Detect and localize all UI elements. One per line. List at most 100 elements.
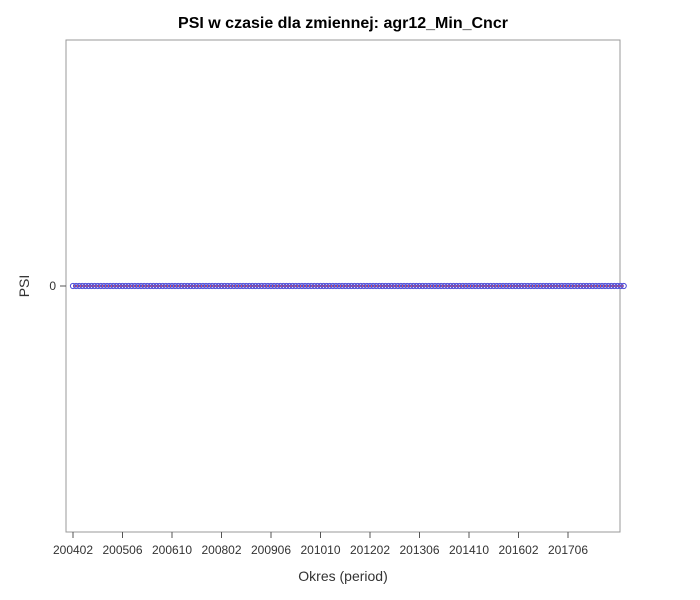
psi-data-point [218, 282, 225, 290]
psi-data-point [475, 282, 482, 290]
psi-data-point [107, 282, 114, 290]
psi-data-point [255, 282, 262, 290]
psi-data-point [540, 282, 547, 290]
psi-data-point [552, 282, 559, 290]
psi-data-point [100, 282, 108, 290]
psi-data-point [530, 282, 538, 290]
psi-data-point [240, 282, 247, 290]
psi-data-point [258, 282, 265, 290]
psi-data-point [574, 282, 581, 290]
psi-data-point [620, 282, 627, 290]
psi-data-point [165, 282, 173, 290]
psi-data-point [533, 282, 541, 290]
psi-data-point [190, 282, 197, 290]
psi-data-point [227, 282, 234, 290]
psi-data-point [400, 282, 408, 290]
psi-data-point [382, 282, 389, 290]
psi-data-point [69, 282, 77, 290]
psi-data-point [360, 282, 367, 290]
psi-data-point [419, 282, 426, 290]
psi-data-point [178, 282, 185, 290]
psi-data-point [521, 282, 528, 290]
psi-data-point [484, 282, 491, 290]
psi-data-point [280, 282, 287, 290]
psi-data-point [252, 282, 259, 290]
x-tick-label: 200802 [201, 543, 241, 557]
psi-data-point [577, 282, 584, 290]
psi-data-point [407, 282, 414, 290]
psi-data-point [543, 282, 550, 290]
psi-data-point [357, 282, 364, 290]
psi-data-point [487, 282, 494, 290]
psi-data-point [524, 282, 531, 290]
psi-data-point [481, 282, 488, 290]
x-tick-label: 201010 [300, 543, 340, 557]
psi-data-point [441, 282, 448, 290]
psi-data-point [131, 282, 138, 290]
psi-data-point [450, 282, 457, 290]
psi-data-point [376, 282, 383, 290]
psi-data-point [283, 282, 290, 290]
psi-data-point [119, 282, 126, 290]
psi-data-point [342, 282, 349, 290]
psi-data-point [326, 282, 333, 290]
psi-data-point [586, 282, 593, 290]
psi-data-point [558, 282, 565, 290]
psi-data-point [147, 282, 154, 290]
psi-data-point [456, 282, 463, 290]
psi-data-point [373, 282, 380, 290]
psi-data-point [602, 282, 609, 290]
psi-data-point [527, 282, 534, 290]
psi-data-point [171, 282, 179, 290]
psi-data-point [230, 282, 237, 290]
y-axis-label: PSI [16, 275, 32, 298]
x-tick-label: 201306 [399, 543, 439, 557]
psi-data-point [447, 282, 454, 290]
psi-data-point [348, 282, 355, 290]
psi-data-point [162, 282, 169, 290]
psi-data-point [363, 282, 371, 290]
psi-data-point [298, 282, 306, 290]
psi-data-point [224, 282, 231, 290]
psi-data-point [153, 282, 160, 290]
psi-data-point [209, 282, 216, 290]
psi-data-point [199, 282, 207, 290]
x-tick-label: 201706 [548, 543, 588, 557]
psi-data-point [546, 282, 553, 290]
psi-data-point [515, 282, 522, 290]
psi-data-point [134, 282, 142, 290]
psi-data-point [301, 282, 309, 290]
psi-data-point [354, 282, 361, 290]
psi-data-point [345, 282, 352, 290]
psi-data-point [453, 282, 460, 290]
psi-data-point [295, 282, 302, 290]
psi-data-point [97, 282, 104, 290]
psi-data-point [589, 282, 596, 290]
psi-data-point [277, 282, 284, 290]
psi-data-point [233, 282, 241, 290]
psi-data-point [88, 282, 95, 290]
psi-data-point [206, 282, 213, 290]
psi-data-point [144, 282, 151, 290]
psi-data-point [193, 282, 200, 290]
psi-data-point [394, 282, 401, 290]
psi-data-point [246, 282, 253, 290]
psi-data-point [465, 282, 473, 290]
psi-data-point [202, 282, 210, 290]
psi-data-point [512, 282, 519, 290]
psi-data-point [274, 282, 281, 290]
psi-data-point [506, 282, 513, 290]
psi-data-point [317, 282, 324, 290]
psi-data-point [181, 282, 188, 290]
psi-data-point [499, 282, 507, 290]
psi-data-point [168, 282, 176, 290]
psi-data-point [468, 282, 476, 290]
psi-data-point [264, 282, 272, 290]
psi-data-point [397, 282, 405, 290]
psi-data-point [270, 282, 278, 290]
psi-data-point [595, 282, 603, 290]
psi-data-point [404, 282, 411, 290]
psi-data-point [493, 282, 500, 290]
psi-data-point [490, 282, 497, 290]
